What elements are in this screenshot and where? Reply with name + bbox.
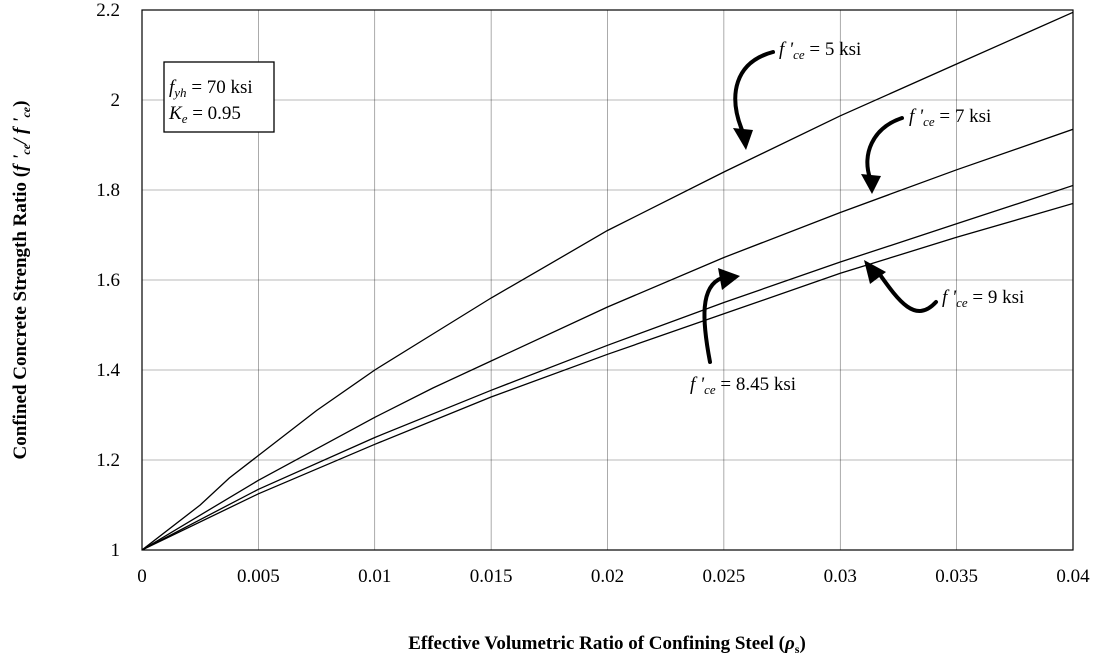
param-fyh: fyh = 70 ksi — [169, 77, 253, 100]
x-axis-title: Effective Volumetric Ratio of Confining … — [408, 633, 806, 656]
plot-frame — [141, 9, 1074, 551]
x-tick-label-0: 0 — [137, 566, 147, 587]
series-lines — [142, 11, 1073, 550]
x-tick-label-2: 0.01 — [358, 566, 391, 587]
arrow-fce-7 — [865, 116, 904, 180]
arrow-head-fce-8-45 — [718, 268, 740, 290]
y-axis-title: Confined Concrete Strength Ratio (f 'ce/… — [10, 101, 33, 460]
y-tick-label-0: 1 — [111, 540, 121, 561]
x-tick-label-8: 0.04 — [1056, 566, 1090, 587]
arrow-fce-9 — [876, 270, 938, 313]
parameter-box-frame — [163, 61, 275, 133]
arrow-head-fce-7 — [861, 174, 881, 194]
x-tick-label-4: 0.02 — [591, 566, 624, 587]
x-tick-label-3: 0.015 — [470, 566, 513, 587]
label-fce-5: f 'ce = 5 ksi — [779, 39, 861, 62]
y-tick-labels: 1 1.2 1.4 1.6 1.8 2 2.2 — [96, 0, 120, 561]
x-tick-label-7: 0.035 — [935, 566, 978, 587]
series-line-fce-7 — [142, 128, 1073, 550]
series-line-fce-8-45 — [142, 184, 1073, 550]
y-tick-label-4: 1.8 — [96, 180, 120, 201]
parameter-box: fyh = 70 ksi Ke = 0.95 — [163, 61, 275, 133]
x-tick-label-1: 0.005 — [237, 566, 280, 587]
series-line-fce-5 — [142, 11, 1073, 550]
y-tick-label-1: 1.2 — [96, 450, 120, 471]
x-tick-labels: 0 0.005 0.01 0.015 0.02 0.025 0.03 0.035 0.04 — [137, 566, 1090, 587]
arrow-head-fce-9 — [864, 260, 886, 284]
param-ke: Ke = 0.95 — [168, 103, 241, 126]
label-fce-7: f 'ce = 7 ksi — [909, 106, 991, 129]
arrow-fce-5 — [733, 50, 775, 132]
y-tick-label-3: 1.6 — [96, 270, 120, 291]
x-tick-label-5: 0.025 — [703, 566, 746, 587]
gridlines — [142, 10, 1073, 550]
arrow-fce-8-45 — [702, 276, 724, 364]
y-tick-label-5: 2 — [111, 90, 121, 111]
label-fce-8-45: f 'ce = 8.45 ksi — [690, 374, 796, 397]
series-line-fce-9 — [142, 202, 1073, 550]
arrow-head-fce-5 — [733, 128, 753, 150]
y-tick-label-2: 1.4 — [96, 360, 120, 381]
leader-arrows — [702, 50, 938, 364]
x-tick-label-6: 0.03 — [824, 566, 857, 587]
label-fce-9: f 'ce = 9 ksi — [942, 287, 1024, 310]
y-tick-label-6: 2.2 — [96, 0, 120, 21]
